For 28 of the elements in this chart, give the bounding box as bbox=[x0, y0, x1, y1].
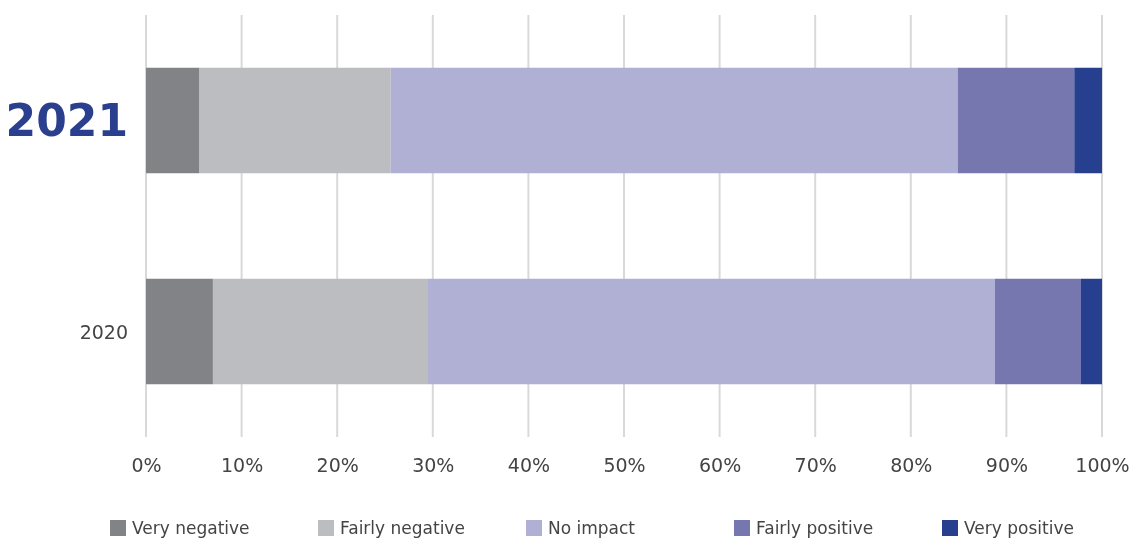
bar bbox=[146, 67, 200, 174]
bar bbox=[390, 67, 958, 174]
bar bbox=[428, 278, 995, 385]
legend-label: Very negative bbox=[132, 518, 250, 538]
y-tick-label: 2020 bbox=[79, 320, 128, 343]
x-tick-label: 20% bbox=[316, 454, 359, 477]
y-tick-label: 2021 bbox=[5, 95, 128, 146]
x-tick-label: 10% bbox=[220, 454, 264, 477]
x-tick-label: 30% bbox=[412, 454, 455, 477]
x-tick-label: 40% bbox=[507, 454, 551, 477]
legend-label: No impact bbox=[548, 518, 636, 538]
x-tick-label: 50% bbox=[603, 454, 646, 477]
bar bbox=[1074, 67, 1102, 174]
x-tick-label: 60% bbox=[698, 454, 742, 477]
bar bbox=[957, 67, 1075, 174]
legend-label: Very positive bbox=[964, 518, 1074, 538]
bar bbox=[1080, 278, 1102, 385]
x-tick-label: 0% bbox=[131, 454, 162, 477]
x-tick-label: 100% bbox=[1075, 454, 1130, 477]
x-tick-label: 80% bbox=[890, 454, 933, 477]
bar bbox=[199, 67, 391, 174]
x-tick-label: 90% bbox=[985, 454, 1029, 477]
bar bbox=[146, 278, 213, 385]
legend-label: Fairly negative bbox=[340, 518, 465, 538]
bar bbox=[212, 278, 429, 385]
bar bbox=[994, 278, 1081, 385]
legend-label: Fairly positive bbox=[756, 518, 874, 538]
x-tick-label: 70% bbox=[794, 454, 837, 477]
